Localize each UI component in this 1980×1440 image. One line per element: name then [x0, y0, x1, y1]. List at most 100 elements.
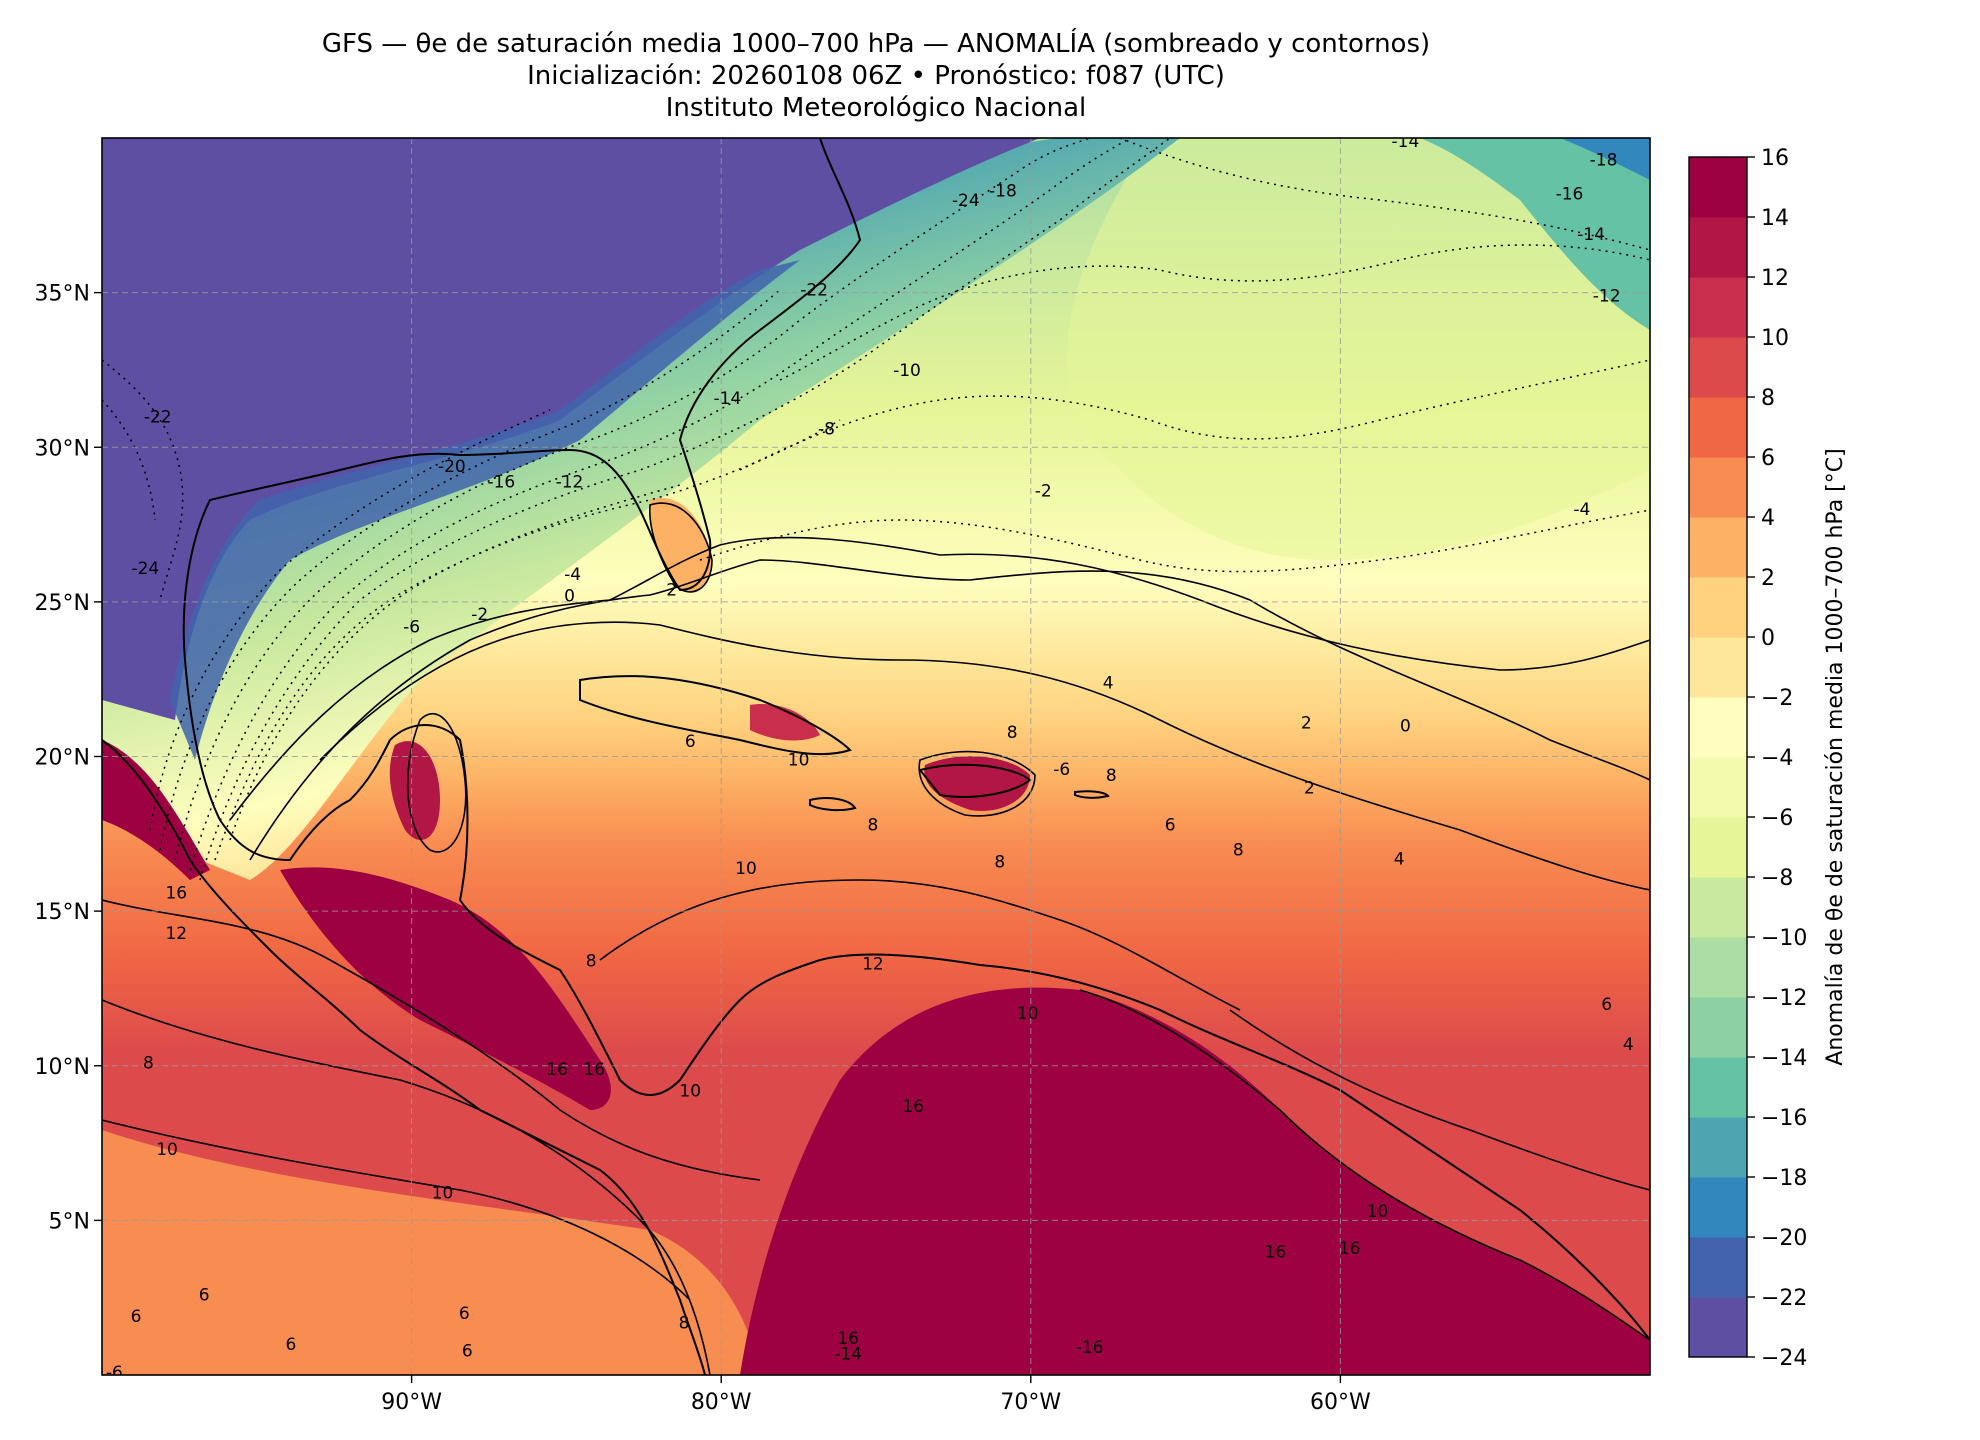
contour-label: 8	[1106, 766, 1117, 786]
northeast-cold-core	[1560, 138, 1650, 180]
contour-label: 0	[564, 587, 575, 607]
contour-label: -4	[1573, 500, 1590, 520]
contour-label: -2	[1035, 482, 1052, 502]
contour-label: 4	[1623, 1035, 1634, 1055]
contour-label: 8	[867, 816, 878, 836]
contour-line	[599, 879, 1241, 1011]
contour-label: -8	[818, 420, 835, 440]
northeast-cold-band	[1420, 138, 1650, 330]
contour-label: 10	[1367, 1202, 1389, 1222]
contour-label: -4	[564, 565, 581, 585]
lat-tick-label: 20°N	[35, 746, 90, 771]
contour-label: 10	[432, 1184, 454, 1204]
colorbar-tick-label: 12	[1761, 266, 1789, 291]
contour-label: -14	[834, 1344, 862, 1364]
contour-label: 10	[735, 859, 757, 879]
colorbar-swatch	[1689, 1177, 1747, 1238]
colorbar-tick-label: 8	[1761, 386, 1775, 411]
dotted-contour	[189, 138, 1131, 871]
lon-tick-label: 80°W	[691, 1390, 752, 1415]
contour-label: 6	[459, 1304, 470, 1324]
contour-label: 6	[685, 732, 696, 752]
contour-label: -14	[714, 389, 742, 409]
contour-label: 6	[285, 1335, 296, 1355]
contour-label: -16	[1076, 1338, 1104, 1358]
contour-label: -18	[989, 182, 1017, 202]
colorbar-tick-label: −8	[1761, 866, 1793, 891]
contour-label: 16	[902, 1097, 924, 1117]
contour-label: 10	[788, 751, 810, 771]
colorbar-tick-label: 4	[1761, 506, 1775, 531]
contour-label: 4	[1394, 850, 1405, 870]
pacific-warm-band	[102, 1130, 760, 1375]
colorbar-tick-label: 14	[1761, 206, 1789, 231]
florida-warm-spot	[649, 498, 712, 592]
colorbar-tick-label: 16	[1761, 146, 1789, 171]
gulf-frontal-zone	[102, 138, 1180, 880]
colorbar-tick-label: 0	[1761, 626, 1775, 651]
colorbar-swatch	[1689, 337, 1747, 398]
contour-label: 4	[1103, 673, 1114, 693]
contour-line	[249, 559, 1650, 861]
colorbar-tick-label: −24	[1761, 1346, 1807, 1371]
colorbar-swatch	[1689, 157, 1747, 218]
title-line-3: Instituto Meteorológico Nacional	[665, 93, 1087, 123]
colorbar-swatch	[1689, 1117, 1747, 1178]
colorbar-swatch	[1689, 1237, 1747, 1298]
contour-label: -6	[1053, 760, 1070, 780]
contour-label: -6	[403, 618, 420, 638]
contour-label: 10	[679, 1081, 701, 1101]
contour-label: -12	[1593, 287, 1621, 307]
colorbar: 16 14 12 10 8 6 4 2 0 −2 −4 −6 −8 −10 −12 −14 −16 −18 −20 −…	[1688, 146, 1807, 1371]
contour-label: 2	[1304, 778, 1315, 798]
colorbar-swatch	[1689, 937, 1747, 998]
atlantic-cool-plume	[1066, 138, 1650, 560]
hispaniola-coastline	[918, 763, 1032, 798]
contour-label: 10	[156, 1140, 178, 1160]
colorbar-tick-label: −10	[1761, 926, 1807, 951]
map-title: GFS — θe de saturación media 1000–700 hP…	[102, 28, 1650, 124]
contour-label: 12	[862, 955, 884, 975]
colorbar-swatch	[1689, 757, 1747, 818]
contour-label: 6	[1165, 816, 1176, 836]
contour-label: 8	[586, 952, 597, 972]
contour-line	[1079, 989, 1650, 1341]
lon-tick-label: 70°W	[1000, 1390, 1061, 1415]
contour-line	[319, 621, 1650, 891]
lon-tick-label: 60°W	[1310, 1390, 1371, 1415]
colorbar-tick-label: −16	[1761, 1106, 1807, 1131]
colorbar-tick-label: 6	[1761, 446, 1775, 471]
jamaica-coastline	[809, 797, 857, 812]
colorbar-tick-label: −22	[1761, 1286, 1807, 1311]
contour-label: 8	[994, 853, 1005, 873]
contour-label: 8	[1233, 840, 1244, 860]
contour-label: -20	[438, 457, 466, 477]
anomaly-contours	[102, 502, 1650, 1375]
coastline	[389, 724, 1650, 1341]
title-line-2: Inicialización: 20260108 06Z • Pronóstic…	[527, 61, 1225, 91]
longitude-axis: 90°W 80°W 70°W 60°W	[381, 1375, 1371, 1415]
contour-line	[102, 899, 761, 1181]
cold-air-mass	[102, 138, 1040, 720]
contour-label: 16	[1339, 1239, 1361, 1259]
contour-line	[102, 1119, 691, 1301]
colorbar-tick-label: 10	[1761, 326, 1789, 351]
contour-label: 6	[462, 1341, 473, 1361]
colorbar-swatch	[1689, 1057, 1747, 1118]
contour-labels: -14-18-16-14-12-24 -18-22-10-14-8-2-4-22-…	[106, 138, 1634, 1375]
colorbar-swatch	[1689, 577, 1747, 638]
contour-line	[1229, 1009, 1650, 1191]
contour-label: -18	[1590, 151, 1618, 171]
coastline	[102, 739, 706, 1375]
contour-label: -24	[131, 559, 159, 579]
contour-label: 16	[583, 1060, 605, 1080]
contour-label: -22	[800, 281, 828, 301]
dotted-contour	[149, 409, 551, 831]
contour-label: -12	[556, 472, 584, 492]
colorbar-label: Anomalía de θe de saturación media 1000–…	[1823, 448, 1848, 1065]
contour-label: 8	[679, 1313, 690, 1333]
colorbar-swatch	[1689, 217, 1747, 278]
negative-anomaly-contours	[102, 138, 1650, 881]
colorbar-swatch	[1689, 1297, 1747, 1358]
